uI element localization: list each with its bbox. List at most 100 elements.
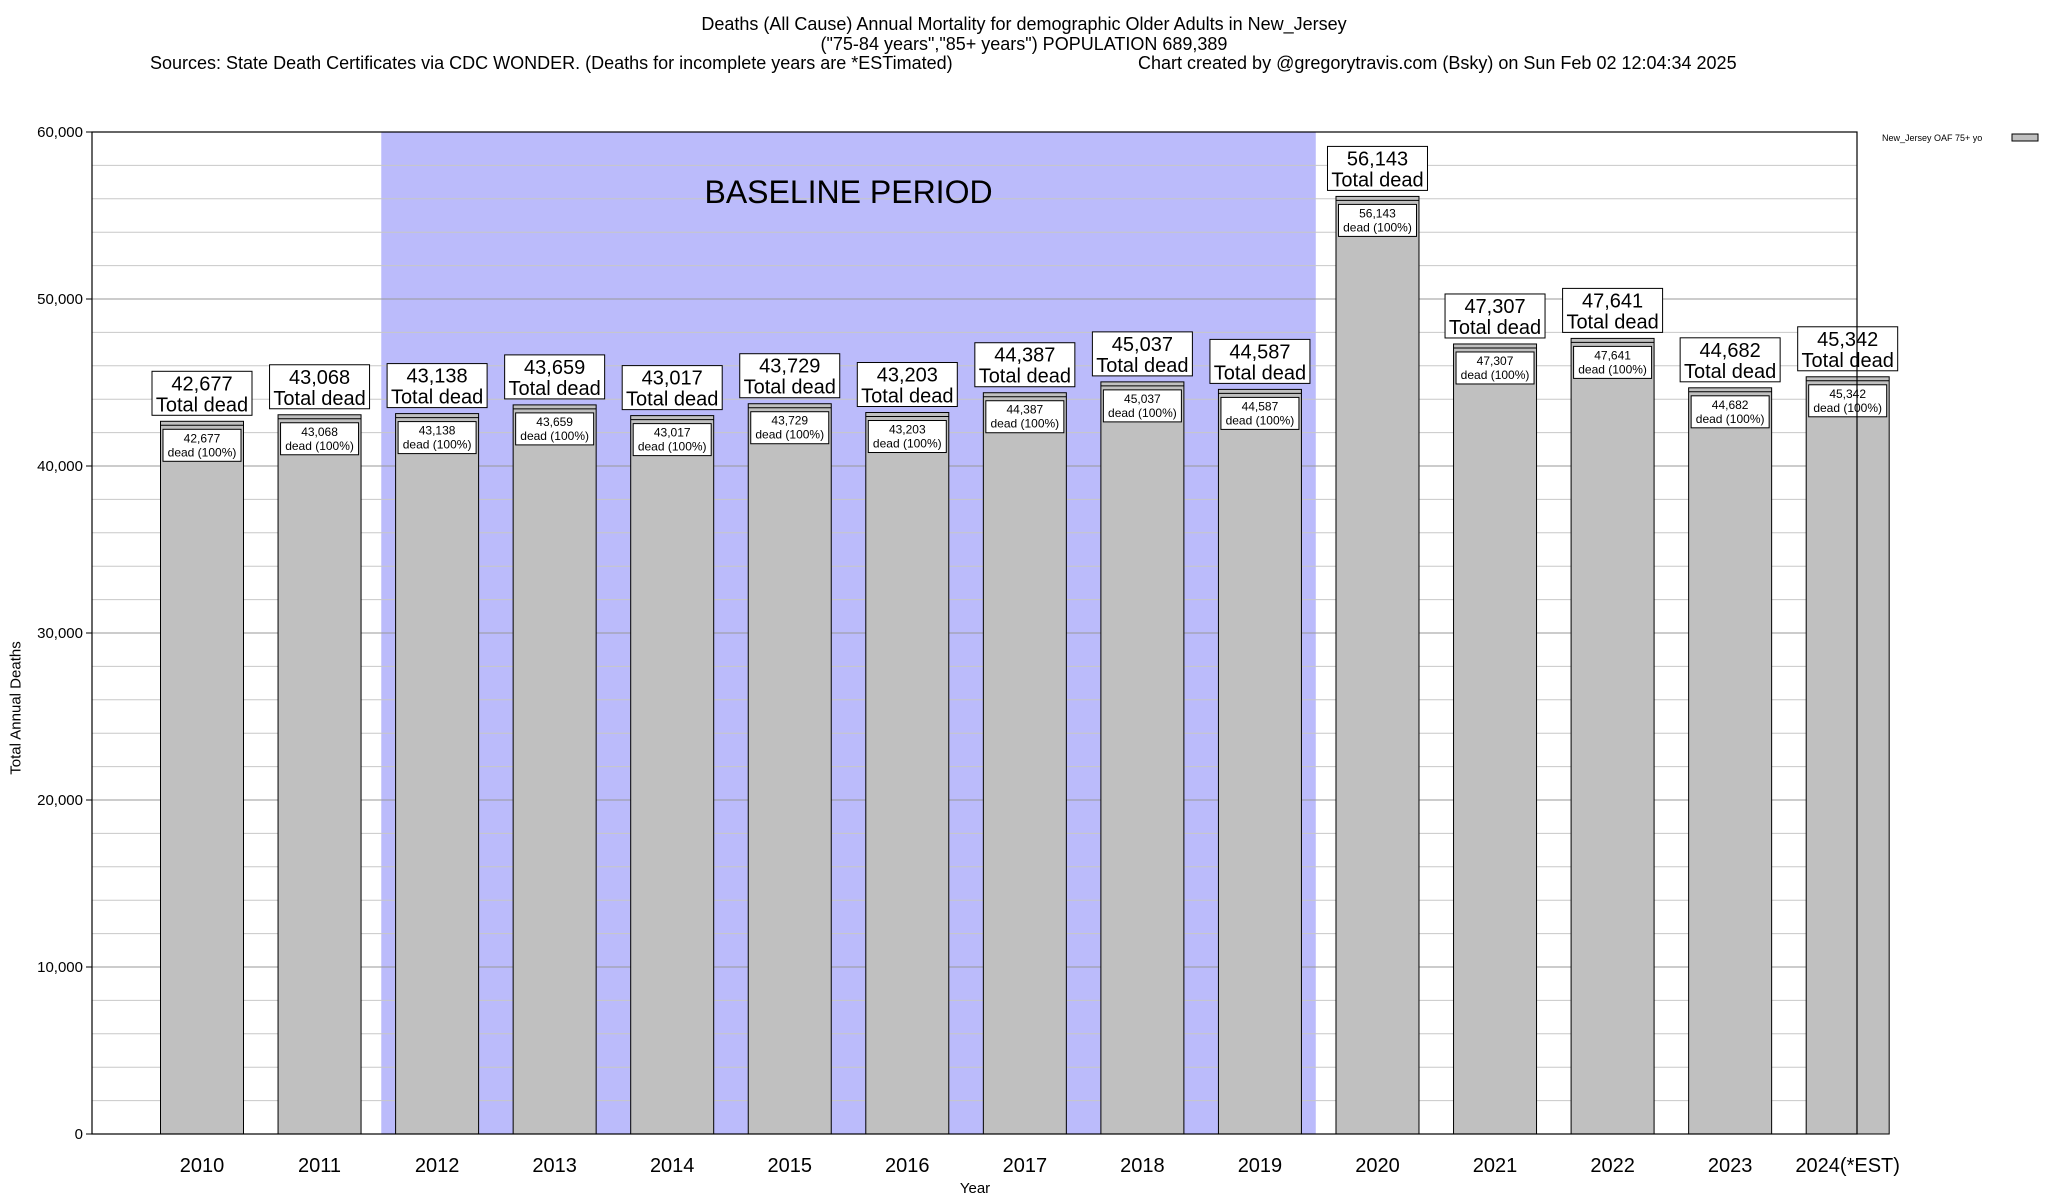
inner-label-suffix: dead (100%) [1461,368,1530,382]
top-label-box [1444,293,1546,339]
inner-label-value: 45,037 [1124,392,1161,406]
top-label-box [1209,338,1311,384]
x-tick-label: 2020 [1355,1155,1400,1177]
inner-label-suffix: dead (100%) [403,438,472,452]
top-label-suffix: Total dead [508,378,600,400]
y-tick-label: 40,000 [37,458,83,475]
chart-sources: Sources: State Death Certificates via CD… [150,53,953,73]
top-label-suffix: Total dead [626,389,718,411]
inner-label-value: 43,017 [654,426,691,440]
x-tick-label: 2010 [180,1155,225,1177]
top-label-suffix: Total dead [273,388,365,410]
inner-label-suffix: dead (100%) [1108,406,1177,420]
inner-label-value: 43,068 [301,425,338,439]
top-label-suffix: Total dead [156,394,248,416]
top-label-suffix: Total dead [861,386,953,408]
chart-credit: Chart created by @gregorytravis.com (Bsk… [1138,53,1737,73]
inner-label-value: 44,587 [1242,399,1279,413]
bar [1335,195,1420,1135]
inner-label-suffix: dead (100%) [520,429,589,443]
inner-label-suffix: dead (100%) [755,428,824,442]
top-label-suffix: Total dead [1331,169,1423,191]
top-label-suffix: Total dead [1096,355,1188,377]
inner-label-suffix: dead (100%) [990,417,1059,431]
top-label-box [974,342,1076,388]
top-label-value: 43,659 [524,357,585,379]
bar [630,415,715,1135]
top-label-box [621,365,723,411]
top-label-suffix: Total dead [1802,350,1894,372]
bar [160,420,244,1135]
bar [1100,381,1185,1135]
top-label-value: 43,203 [877,365,938,387]
x-tick-label: 2011 [298,1155,341,1177]
plot-frame [91,131,1858,1135]
inner-label-suffix: dead (100%) [1578,362,1647,376]
top-label-suffix: Total dead [1214,362,1306,384]
inner-label-value: 45,342 [1829,387,1866,401]
top-label-box [1091,331,1193,377]
y-axis-label: Total Annual Deaths [7,641,25,775]
inner-label-box [1337,203,1417,237]
inner-label-value: 47,307 [1477,354,1514,368]
top-label-box [504,354,606,400]
top-label-value: 47,307 [1464,296,1525,318]
x-tick-label: 2015 [767,1155,812,1177]
y-tick-label: 20,000 [37,792,83,809]
bar [1453,343,1538,1135]
bar [982,392,1067,1135]
top-label-suffix: Total dead [1684,361,1776,383]
y-tick-label: 0 [75,1126,83,1143]
top-label-box [269,364,371,410]
legend-swatch [2011,133,2039,142]
top-label-value: 44,587 [1229,341,1290,363]
top-label-box [386,363,488,409]
inner-label-box [162,428,242,462]
top-label-suffix: Total dead [979,366,1071,388]
top-label-value: 43,017 [642,368,703,390]
inner-label-suffix: dead (100%) [1226,413,1295,427]
y-tick-label: 50,000 [37,291,83,308]
inner-label-suffix: dead (100%) [168,445,237,459]
inner-label-box [1220,396,1300,430]
inner-label-value: 43,203 [889,423,926,437]
inner-label-box [1102,389,1182,423]
x-tick-label: 2019 [1238,1155,1283,1177]
bar [1570,337,1655,1135]
bar [1805,376,1890,1135]
top-label-value: 44,387 [994,345,1055,367]
inner-label-suffix: dead (100%) [1343,220,1412,234]
inner-label-box [1690,395,1770,429]
inner-label-value: 56,143 [1359,206,1396,220]
top-label-box [1562,287,1664,333]
top-label-value: 43,068 [289,367,350,389]
inner-label-suffix: dead (100%) [285,439,354,453]
top-label-box [151,370,253,416]
inner-label-value: 44,387 [1006,403,1043,417]
x-tick-label: 2016 [885,1155,930,1177]
bar [277,414,362,1135]
x-tick-label: 2024(*EST) [1795,1155,1900,1177]
top-label-value: 42,677 [171,373,232,395]
inner-label-box [985,400,1065,434]
x-tick-label: 2017 [1003,1155,1048,1177]
bar [865,412,950,1135]
inner-label-box [750,411,830,445]
x-tick-label: 2023 [1708,1155,1753,1177]
inner-label-suffix: dead (100%) [1696,412,1765,426]
bar [512,404,597,1135]
top-label-suffix: Total dead [744,377,836,399]
chart-subtitle: ("75-84 years","85+ years") POPULATION 6… [820,34,1228,54]
top-label-value: 45,037 [1112,334,1173,356]
inner-label-value: 43,659 [536,415,573,429]
inner-label-box [515,412,595,446]
top-label-suffix: Total dead [391,387,483,409]
inner-label-box [1573,345,1653,379]
inner-label-suffix: dead (100%) [873,437,942,451]
inner-label-value: 44,682 [1712,398,1749,412]
inner-label-box [632,423,712,457]
top-label-box [856,362,958,408]
bar [395,413,480,1135]
inner-label-box [1455,351,1535,385]
